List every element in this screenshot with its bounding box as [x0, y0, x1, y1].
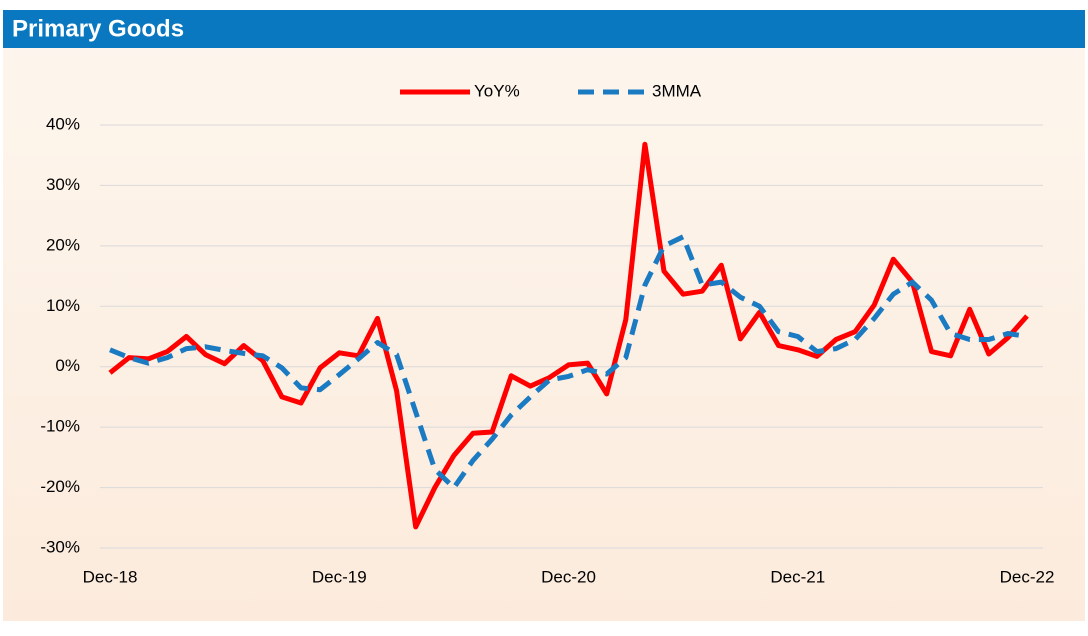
legend-label: YoY% — [474, 81, 520, 100]
header-title: Primary Goods — [12, 15, 184, 42]
y-tick-label: -10% — [40, 417, 80, 436]
y-tick-label: 20% — [46, 235, 80, 254]
y-tick-label: -20% — [40, 477, 80, 496]
x-tick-label: Dec-21 — [770, 567, 825, 586]
background — [3, 10, 1085, 621]
x-tick-label: Dec-18 — [83, 567, 138, 586]
header-bar — [3, 10, 1085, 48]
x-tick-label: Dec-22 — [1000, 567, 1055, 586]
legend-label: 3MMA — [652, 81, 702, 100]
series-line — [108, 141, 1029, 530]
y-tick-label: 40% — [46, 114, 80, 133]
y-tick-label: 10% — [46, 296, 80, 315]
y-tick-label: -30% — [40, 537, 80, 556]
series-line — [109, 234, 1028, 491]
x-tick-label: Dec-19 — [312, 567, 367, 586]
y-tick-label: 30% — [46, 175, 80, 194]
x-tick-label: Dec-20 — [541, 567, 596, 586]
y-tick-label: 0% — [55, 356, 80, 375]
